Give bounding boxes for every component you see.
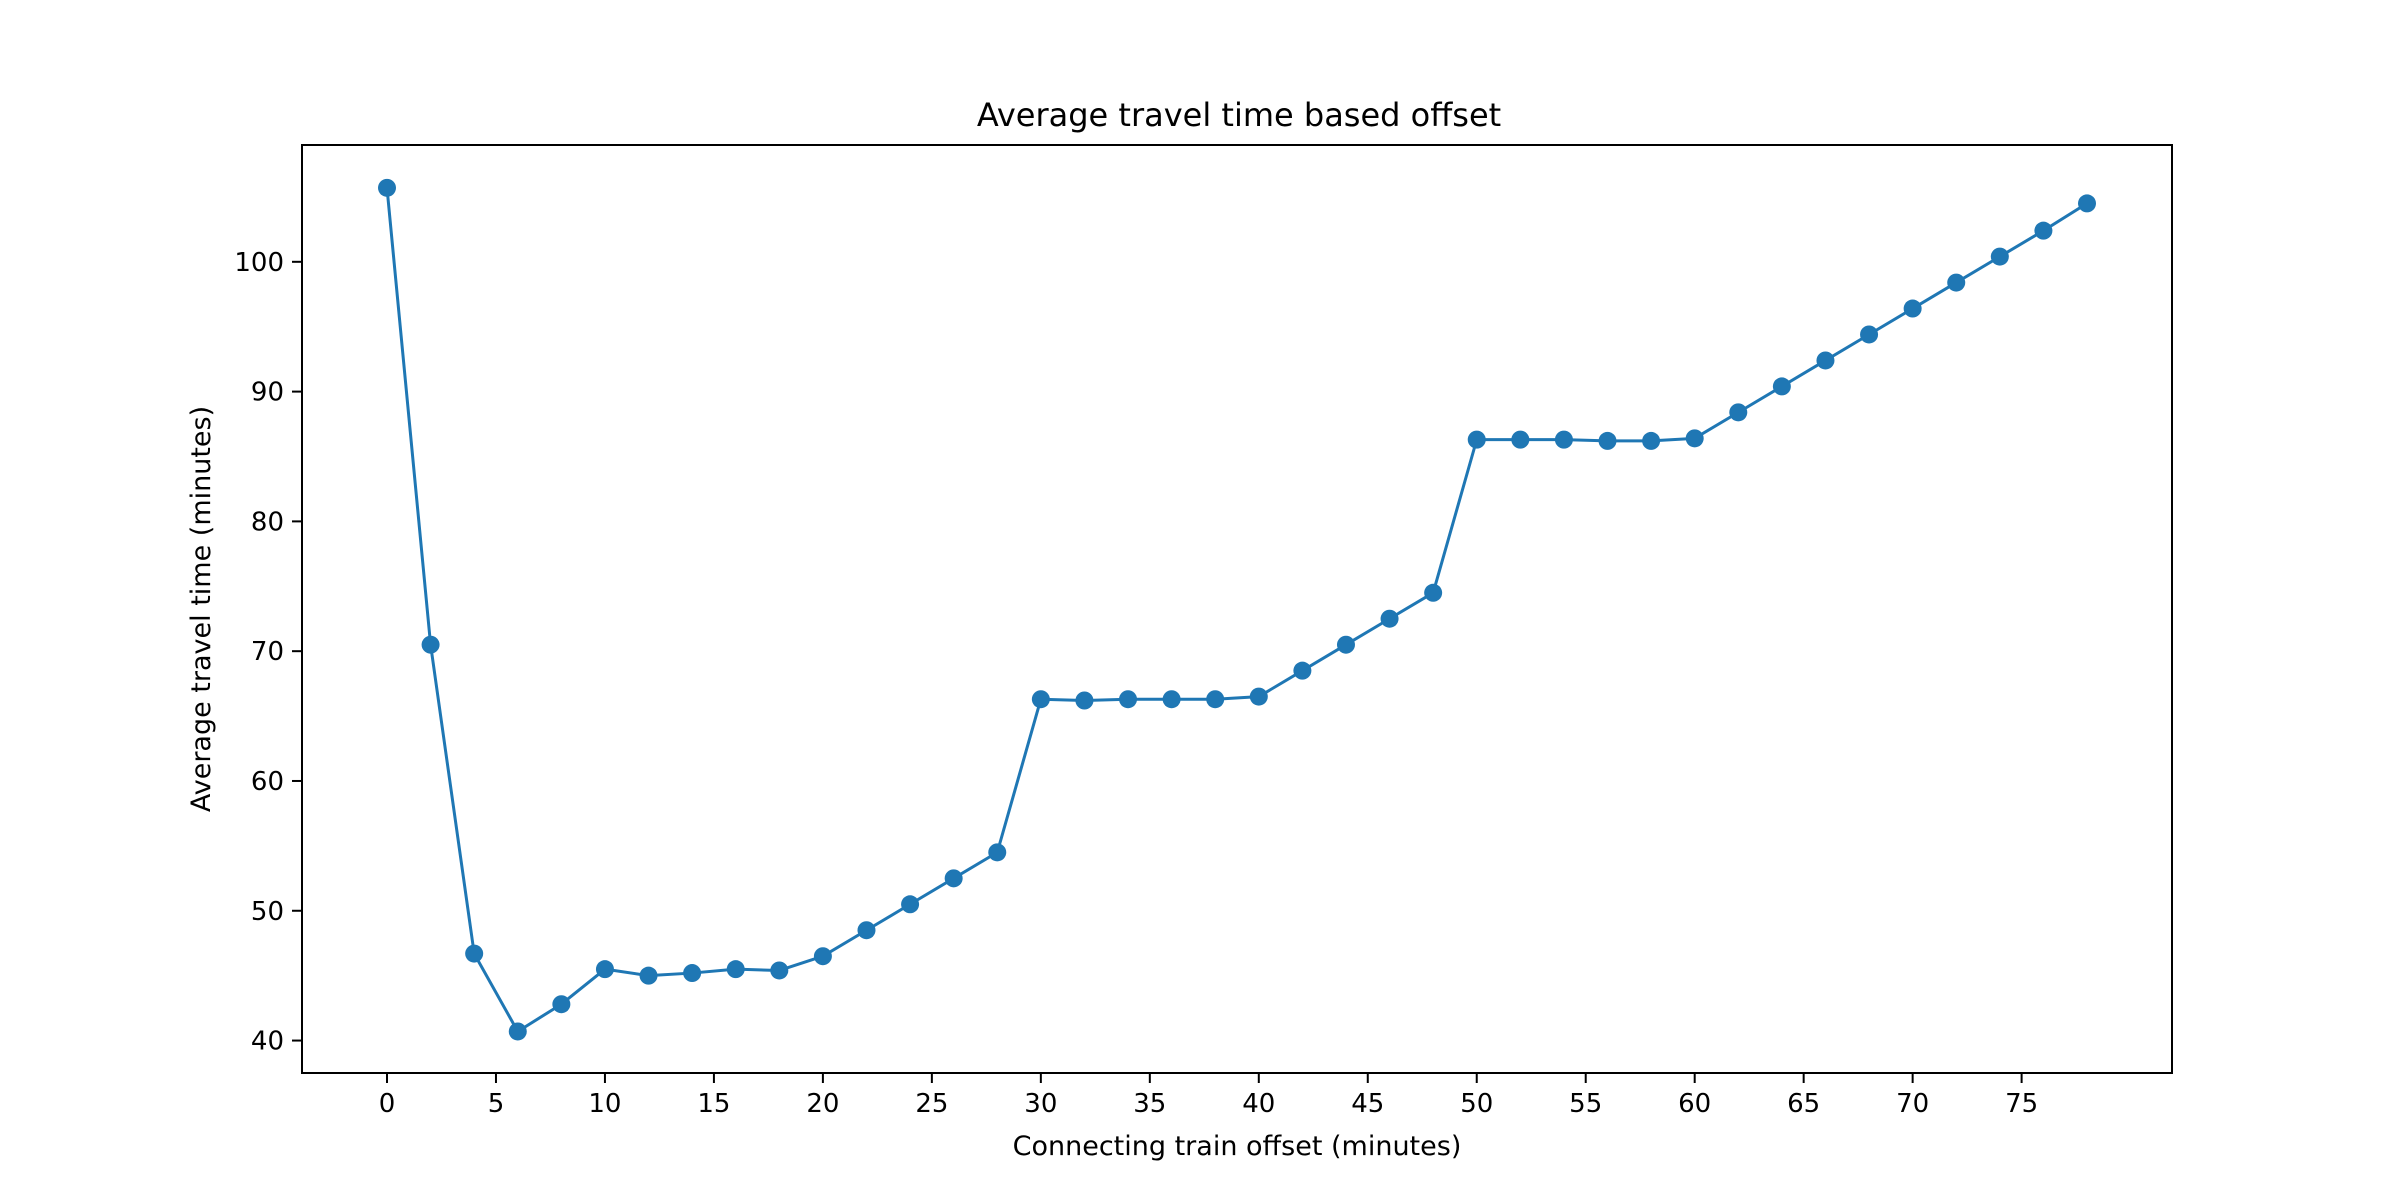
data-point [1119,690,1138,709]
x-tick-label: 35 [1133,1089,1166,1119]
data-point [1990,247,2009,266]
y-tick-label: 50 [251,897,284,927]
data-point [378,178,396,197]
data-point [1424,583,1443,602]
data-point [552,995,571,1014]
data-point [1031,690,1050,709]
y-axis-label: Average travel time (minutes) [186,406,217,812]
data-point [1249,687,1268,706]
data-point [1467,430,1486,449]
data-point [2034,221,2053,240]
data-point [1729,403,1748,422]
data-point [726,960,745,979]
x-tick-label: 15 [697,1089,730,1119]
x-tick-label: 65 [1787,1089,1820,1119]
x-tick-label: 20 [806,1089,839,1119]
x-tick-label: 30 [1024,1089,1057,1119]
data-point [1903,299,1922,318]
data-point [1598,431,1617,450]
data-point [639,966,658,985]
data-point [1336,635,1355,654]
data-point [508,1022,527,1041]
data-point [901,895,920,914]
data-point [1554,430,1573,449]
y-tick-label: 40 [251,1027,284,1057]
y-tick-label: 60 [251,767,284,797]
data-point [1162,690,1181,709]
y-tick-label: 100 [234,248,284,278]
data-point [988,843,1007,862]
data-point [1206,690,1225,709]
data-point [944,869,963,888]
data-point [1642,431,1661,450]
x-tick-label: 0 [379,1089,396,1119]
x-tick-label: 55 [1569,1089,1602,1119]
x-tick-label: 50 [1460,1089,1493,1119]
y-tick-label: 90 [251,378,284,408]
data-point [683,964,702,983]
chart-title: Average travel time based offset [977,96,1501,134]
x-axis-label: Connecting train offset (minutes) [1013,1131,1462,1162]
x-axis: 0 5 10 15 20 25 30 35 40 45 50 55 60 65 70 75 [379,1073,2038,1119]
data-point [1293,661,1312,680]
data-point [1816,351,1835,370]
data-point [770,961,789,980]
x-tick-label: 75 [2005,1089,2038,1119]
x-tick-label: 25 [915,1089,948,1119]
y-tick-label: 70 [251,637,284,667]
data-point [1511,430,1530,449]
x-tick-label: 40 [1242,1089,1275,1119]
x-tick-label: 5 [488,1089,505,1119]
data-point [595,960,614,979]
x-tick-label: 60 [1678,1089,1711,1119]
y-axis: 40 50 60 70 80 90 100 [234,248,302,1057]
data-point [1685,429,1704,448]
data-point [2078,194,2096,213]
x-tick-label: 70 [1896,1089,1929,1119]
plot-frame [301,144,2173,1074]
data-point [813,947,832,966]
x-tick-label: 10 [588,1089,621,1119]
data-point [465,944,484,963]
data-point [1380,609,1399,628]
data-point [1772,377,1791,396]
plot-area [378,178,2096,1041]
data-point [1860,325,1879,344]
y-tick-label: 80 [251,507,284,537]
data-point [1075,691,1094,710]
x-tick-label: 45 [1351,1089,1384,1119]
data-point [1947,273,1966,292]
data-point [421,635,440,654]
series-line [385,187,2088,1033]
data-point [857,921,876,940]
